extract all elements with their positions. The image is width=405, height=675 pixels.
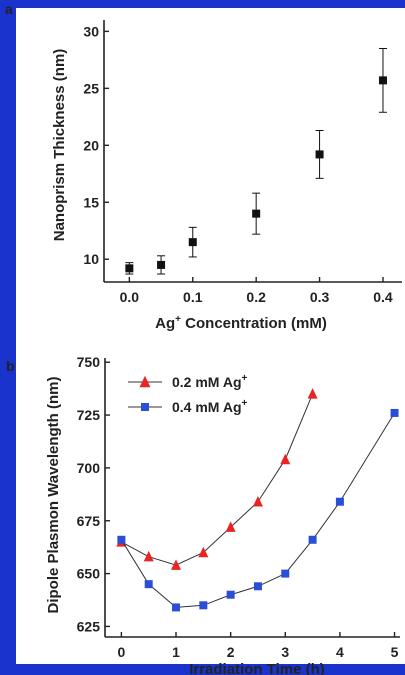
panel-a-y-tick-label: 15 <box>83 194 99 210</box>
data-point <box>188 238 197 247</box>
data-point <box>117 535 126 544</box>
data-point <box>390 408 399 417</box>
panel-b-marks <box>116 388 399 612</box>
panel-b: b 0 1 2 3 4 5 625 650 675 700 725 750 0.2 mM Ag+ 0.4… <box>6 354 400 675</box>
panel-b-x-tick-label: 2 <box>227 644 235 660</box>
data-point <box>144 580 153 589</box>
data-point <box>252 495 263 507</box>
data-point <box>157 260 166 269</box>
panel-b-y-tick-label: 725 <box>77 407 101 423</box>
data-point <box>125 264 134 273</box>
panel-b-x-axis-label: Irradiation Time (h) <box>189 661 325 675</box>
panel-b-y-tick-label: 650 <box>77 566 101 582</box>
panel-a-y-tick-label: 20 <box>83 137 99 153</box>
legend-label: 0.4 mM Ag+ <box>172 398 248 415</box>
data-point <box>198 546 209 558</box>
data-point <box>253 582 262 591</box>
legend-label: 0.2 mM Ag+ <box>172 373 248 390</box>
panel-a-x-tick-label: 0.2 <box>246 289 266 305</box>
data-point <box>171 559 182 570</box>
data-point <box>378 76 387 85</box>
panel-b-x-tick-label: 0 <box>117 644 125 660</box>
panel-a-axes: 0.0 0.1 0.2 0.3 0.4 10 15 20 25 30 <box>83 20 402 305</box>
panel-a-marks <box>125 47 387 275</box>
data-point <box>315 150 324 159</box>
panel-a-letter: a <box>5 1 13 17</box>
panel-b-x-tick-label: 4 <box>336 644 344 660</box>
panel-b-letter: b <box>6 358 15 374</box>
panel-a: a 0.0 0.1 0.2 0.3 0.4 10 15 20 25 30 Ag+ Concentr… <box>5 1 402 332</box>
data-point <box>225 521 236 532</box>
panel-b-legend: 0.2 mM Ag+ 0.4 mM Ag+ <box>128 373 248 415</box>
data-point <box>281 569 290 578</box>
data-point <box>199 601 208 610</box>
data-point <box>335 497 344 506</box>
panel-b-x-tick-label: 3 <box>281 644 289 660</box>
series-line <box>121 393 314 566</box>
panel-b-y-tick-label: 625 <box>77 618 101 634</box>
panel-b-axes: 0 1 2 3 4 5 625 650 675 700 725 750 <box>77 354 400 660</box>
legend-marker <box>139 375 151 388</box>
frame-top-edge <box>0 0 405 8</box>
panel-a-x-tick-label: 0.3 <box>310 289 330 305</box>
data-point <box>226 590 235 599</box>
frame-bottom-edge <box>0 664 405 675</box>
panel-a-y-tick-label: 25 <box>83 80 99 96</box>
panel-b-x-tick-label: 5 <box>391 644 399 660</box>
data-point <box>143 550 154 562</box>
data-point <box>252 209 261 218</box>
panel-a-x-tick-label: 0.1 <box>183 289 203 305</box>
panel-b-y-tick-label: 750 <box>77 354 101 370</box>
data-point <box>308 535 317 544</box>
panel-a-y-tick-label: 10 <box>83 251 99 267</box>
panel-b-x-tick-label: 1 <box>172 644 180 660</box>
data-point <box>307 388 318 399</box>
panel-a-y-axis-label: Nanoprism Thickness (nm) <box>51 49 68 242</box>
panel-a-x-tick-label: 0.4 <box>373 289 393 305</box>
legend-marker <box>141 403 149 411</box>
data-point <box>280 453 291 465</box>
data-point <box>172 603 181 612</box>
panel-b-y-axis-label: Dipole Plasmon Wavelength (nm) <box>45 377 62 614</box>
frame-left-edge <box>0 0 16 675</box>
panel-a-x-tick-label: 0.0 <box>120 289 140 305</box>
panel-a-x-axis-label: Ag+ Concentration (mM) <box>155 314 327 332</box>
panel-b-y-tick-label: 700 <box>77 460 101 476</box>
panel-a-y-tick-label: 30 <box>83 23 99 39</box>
series-line <box>120 412 395 608</box>
panel-b-y-tick-label: 675 <box>77 513 101 529</box>
